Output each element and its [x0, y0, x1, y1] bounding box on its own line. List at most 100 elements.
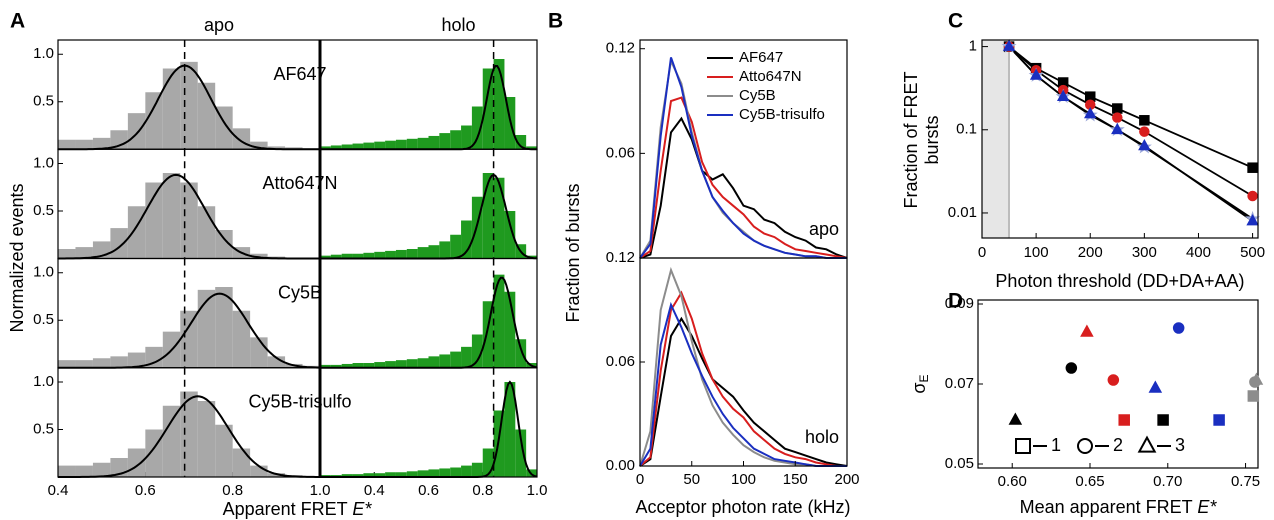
- marker: [1247, 190, 1258, 202]
- x-tick-label: 0.65: [1075, 473, 1104, 490]
- histogram-bar: [428, 245, 440, 259]
- x-axis-label-text: Apparent FRET: [223, 499, 348, 519]
- x-tick-label: 0.4: [364, 482, 385, 499]
- column-label: holo: [441, 15, 475, 35]
- marker: [1247, 162, 1258, 173]
- y-tick-label: 0.00: [606, 457, 635, 474]
- histogram-bar: [58, 360, 76, 368]
- histogram-bar: [493, 177, 505, 259]
- y-tick-label: 0.09: [945, 295, 974, 312]
- histogram-bar: [526, 146, 537, 150]
- histogram-bar: [482, 173, 494, 259]
- histogram-bar: [352, 143, 364, 150]
- histogram-bar: [461, 346, 472, 368]
- x-tick-label: 0.75: [1231, 473, 1260, 490]
- histogram-bar: [162, 173, 181, 259]
- marker: [1112, 112, 1123, 123]
- histogram-bar: [515, 429, 527, 477]
- histogram-bar: [145, 92, 163, 150]
- histogram-bar: [493, 59, 505, 150]
- y-tick-label: 1.0: [33, 154, 54, 171]
- y-axis-label: σE: [909, 374, 931, 393]
- histogram-bar: [215, 230, 233, 259]
- histogram-bar: [127, 206, 146, 259]
- histogram-bar: [363, 142, 375, 150]
- histogram-bar: [504, 211, 516, 259]
- histogram-bar: [439, 354, 451, 368]
- histogram-bar: [127, 113, 146, 150]
- y-axis-label-sub: E: [917, 374, 931, 382]
- histogram-bar: [232, 448, 251, 477]
- x-tick-label: 0.6: [418, 482, 439, 499]
- histogram-bar: [58, 465, 76, 477]
- histogram-bar: [363, 363, 375, 368]
- x-tick-label: 0.6: [135, 482, 156, 499]
- histogram-bar: [215, 106, 233, 150]
- panel-label: C: [948, 10, 963, 33]
- histogram-bar: [471, 106, 483, 150]
- subplot-label: holo: [805, 427, 839, 447]
- histogram-bar: [374, 362, 386, 368]
- histogram-bar: [395, 472, 407, 477]
- marker: [1246, 214, 1259, 226]
- histogram-bar: [493, 274, 505, 368]
- histogram-bar: [75, 360, 93, 368]
- histogram-bar: [75, 139, 93, 150]
- y-tick-label: 0.5: [33, 311, 54, 328]
- legend-label: 1: [1051, 435, 1061, 455]
- histogram-bar: [145, 182, 163, 259]
- marker: [1084, 106, 1097, 119]
- histogram-bar: [58, 249, 76, 259]
- x-tick-label: 500: [1240, 244, 1265, 261]
- histogram-bar: [110, 356, 128, 368]
- y-tick-label: 0.06: [606, 144, 635, 161]
- histogram-bar: [471, 334, 483, 368]
- subplot-label: apo: [809, 219, 839, 239]
- histogram-bar: [197, 82, 216, 150]
- histogram-bar: [352, 253, 364, 259]
- legend-marker: [1077, 438, 1093, 454]
- marker: [1056, 89, 1070, 102]
- y-tick-label: 1.0: [33, 373, 54, 390]
- x-tick-label: 1.0: [527, 482, 548, 499]
- histogram-bar: [428, 469, 440, 477]
- marker: [1139, 115, 1150, 126]
- histogram-bar: [450, 234, 462, 259]
- line-series: [639, 290, 847, 467]
- x-tick-label: 0: [978, 244, 986, 261]
- x-tick-label: 0.8: [222, 482, 243, 499]
- x-tick-label: 0.8: [472, 482, 493, 499]
- marker: [1172, 322, 1185, 334]
- y-tick-label: 0.05: [945, 455, 974, 472]
- histogram-bar: [406, 359, 418, 368]
- x-tick-label: 50: [683, 471, 700, 488]
- line-series: [639, 57, 847, 259]
- y-tick-label: 0.5: [33, 202, 54, 219]
- histogram-bar: [515, 135, 527, 150]
- y-tick-label: 0.01: [948, 204, 977, 221]
- histogram-bar: [180, 61, 198, 150]
- histogram-bar: [395, 249, 407, 259]
- histogram-bar: [341, 363, 353, 368]
- x-tick-label: 0.70: [1153, 473, 1182, 490]
- line-series: [639, 116, 848, 259]
- histogram-bar: [341, 253, 353, 259]
- histogram-bar: [428, 135, 440, 150]
- legend-label: Cy5B-trisulfo: [739, 106, 825, 123]
- histogram-bar: [439, 241, 451, 259]
- plot-frame: [981, 39, 1259, 239]
- histogram-bar: [363, 252, 375, 259]
- histogram-bar: [450, 467, 462, 477]
- histogram-bar: [250, 337, 268, 368]
- histogram-bar: [197, 289, 216, 368]
- histogram-bar: [385, 361, 396, 368]
- histogram-bar: [482, 448, 494, 477]
- marker: [1157, 414, 1169, 426]
- marker: [1213, 414, 1225, 426]
- histogram-bar: [385, 472, 396, 477]
- histogram-bar: [417, 470, 429, 477]
- marker: [1112, 103, 1123, 114]
- y-tick-label: 0.5: [33, 420, 54, 437]
- panel-label: A: [10, 10, 25, 33]
